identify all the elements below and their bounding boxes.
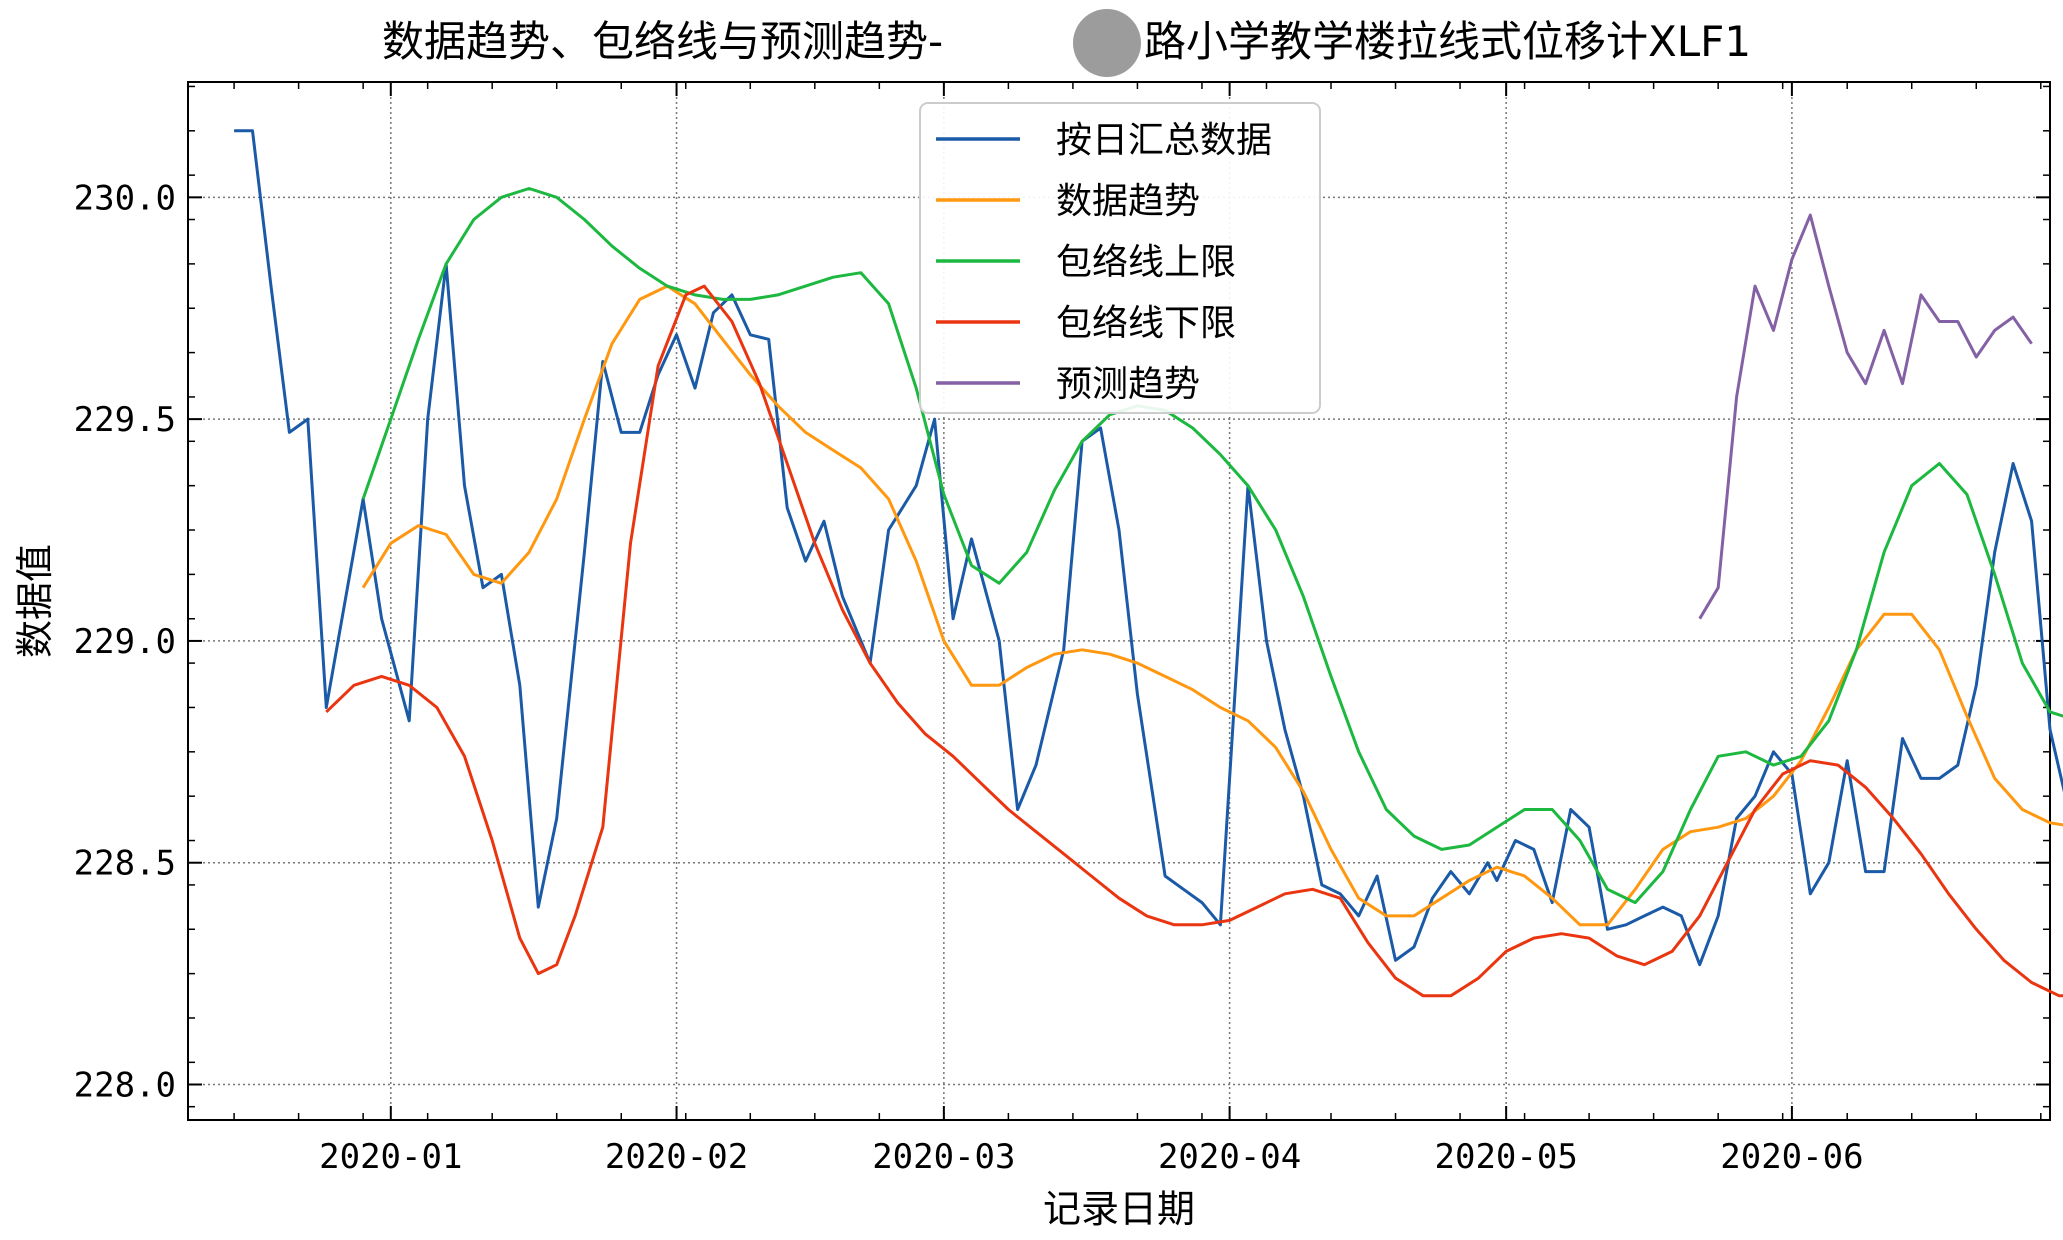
plot-frame [187, 81, 2051, 1121]
series-lines [234, 129, 2063, 998]
chart-title: 数据趋势、包络线与预测趋势- [382, 17, 943, 66]
series-line-4 [325, 284, 2063, 998]
series-line-2 [361, 284, 2063, 927]
x-tick-label: 2020-03 [872, 1137, 1015, 1177]
x-axis-label: 记录日期 [1043, 1187, 1195, 1231]
x-tick-label: 2020-02 [605, 1137, 748, 1177]
redaction-mark [1073, 9, 1141, 77]
x-tick-label: 2020-05 [1435, 1137, 1578, 1177]
x-tick-label: 2020-06 [1720, 1137, 1863, 1177]
y-axis-label: 数据值 [13, 544, 57, 658]
y-tick-label: 230.0 [74, 178, 176, 218]
series-line-1 [234, 129, 2063, 967]
series-line-5 [1698, 213, 2033, 620]
legend-label: 包络线上限 [1056, 242, 1236, 283]
y-tick-label: 228.5 [74, 844, 176, 884]
series-line-3 [361, 187, 2063, 905]
legend-box [919, 102, 1321, 414]
x-tick-label: 2020-01 [319, 1137, 462, 1177]
axis-ticks: 2020-01 2020-02 2020-03 2020-04 2020-05 2020-… [74, 82, 2050, 1177]
y-tick-label: 229.5 [74, 400, 176, 440]
x-tick-label: 2020-04 [1158, 1137, 1301, 1177]
legend-label: 预测趋势 [1056, 364, 1200, 405]
y-tick-label: 229.0 [74, 622, 176, 662]
chart-title-suffix: 路小学教学楼拉线式位移计XLF1 [1144, 17, 1751, 66]
legend-label: 数据趋势 [1056, 181, 1200, 222]
legend-label: 按日汇总数据 [1056, 120, 1272, 161]
legend-label: 包络线下限 [1056, 303, 1236, 344]
y-tick-label: 228.0 [74, 1066, 176, 1106]
